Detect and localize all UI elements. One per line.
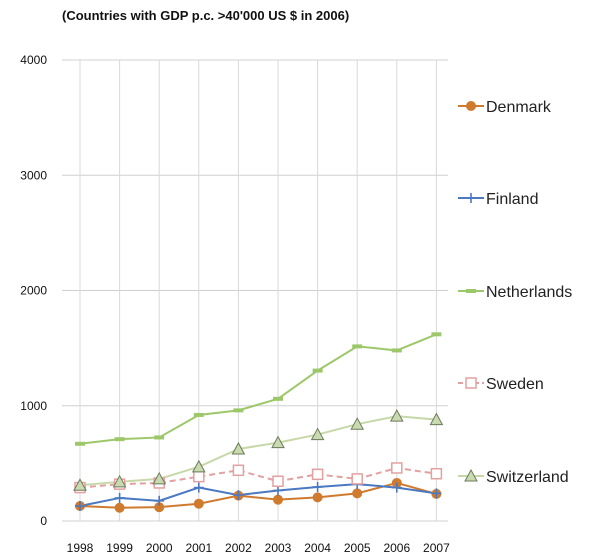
series-line-finland xyxy=(79,483,437,507)
legend-label-finland: Finland xyxy=(486,191,538,208)
data-point-sweden xyxy=(193,470,205,483)
data-point-sweden xyxy=(311,468,324,481)
x-tick-label: 2003 xyxy=(265,541,292,555)
legend-marker-sweden xyxy=(465,377,477,389)
data-point-netherlands xyxy=(431,332,442,337)
x-tick-label: 2007 xyxy=(423,541,450,555)
data-point-finland xyxy=(154,495,165,506)
y-tick-label: 1000 xyxy=(20,399,47,413)
grid xyxy=(62,59,448,522)
data-point-switzerland xyxy=(429,412,444,426)
data-point-switzerland xyxy=(191,459,206,473)
y-tick-label: 4000 xyxy=(20,53,47,67)
data-point-denmark xyxy=(193,498,204,509)
data-point-switzerland xyxy=(350,417,365,430)
data-point-netherlands xyxy=(352,344,363,349)
data-point-switzerland xyxy=(271,435,285,449)
data-point-sweden xyxy=(391,462,403,474)
legend-marker-switzerland xyxy=(464,468,478,482)
data-point-switzerland xyxy=(389,409,404,422)
data-point-finland xyxy=(233,490,244,501)
data-point-finland xyxy=(193,482,204,493)
data-point-sweden xyxy=(430,467,443,480)
legend-label-denmark: Denmark xyxy=(486,99,552,116)
data-point-switzerland xyxy=(112,474,127,488)
series-line-switzerland xyxy=(79,415,437,487)
data-point-denmark xyxy=(352,488,363,499)
data-point-netherlands xyxy=(312,368,323,373)
series-line-netherlands xyxy=(79,333,437,445)
series-line-denmark xyxy=(79,481,437,509)
x-tick-label: 1998 xyxy=(67,541,94,555)
chart-subtitle: (Countries with GDP p.c. >40'000 US $ in… xyxy=(62,8,349,23)
data-point-netherlands xyxy=(114,437,125,442)
x-tick-label: 2004 xyxy=(304,541,331,555)
data-point-denmark xyxy=(154,502,165,513)
y-tick-label: 0 xyxy=(40,514,47,528)
data-point-netherlands xyxy=(75,441,85,446)
y-tick-label: 3000 xyxy=(20,168,47,182)
y-tick-label: 2000 xyxy=(20,284,47,298)
data-point-netherlands xyxy=(193,412,204,417)
data-point-sweden xyxy=(232,464,245,477)
y-axis: 0 1000 2000 3000 4000 xyxy=(20,53,47,528)
data-point-finland xyxy=(391,482,402,493)
data-point-denmark xyxy=(312,492,323,503)
x-tick-label: 2005 xyxy=(344,541,371,555)
x-tick-label: 2006 xyxy=(383,541,410,555)
x-tick-label: 1999 xyxy=(106,541,133,555)
series-line-sweden xyxy=(79,466,437,489)
legend: Denmark Finland Netherlands Sweden Switzerla… xyxy=(458,99,572,486)
data-point-netherlands xyxy=(233,408,244,413)
legend-marker-finland xyxy=(466,193,476,203)
data-point-sweden xyxy=(272,475,284,487)
x-tick-label: 2002 xyxy=(225,541,252,555)
data-point-finland xyxy=(273,485,283,496)
data-point-switzerland xyxy=(152,471,167,485)
data-point-netherlands xyxy=(273,396,283,401)
data-point-switzerland xyxy=(231,441,246,455)
x-tick-label: 2000 xyxy=(146,541,173,555)
series-markers xyxy=(73,332,444,513)
data-point-switzerland xyxy=(310,427,325,441)
data-point-denmark xyxy=(273,494,283,505)
x-axis: 1998 1999 2000 2001 2002 2003 2004 2005 2006 2007 xyxy=(67,541,450,555)
legend-label-switzerland: Switzerland xyxy=(486,469,569,486)
legend-label-sweden: Sweden xyxy=(486,376,544,393)
x-tick-label: 2001 xyxy=(185,541,212,555)
data-point-finland xyxy=(75,501,85,512)
legend-marker-netherlands xyxy=(466,289,476,293)
legend-label-netherlands: Netherlands xyxy=(486,284,572,301)
data-point-netherlands xyxy=(391,348,402,353)
data-point-netherlands xyxy=(154,435,165,440)
data-point-sweden xyxy=(351,473,363,485)
data-point-finland xyxy=(312,482,323,493)
data-point-switzerland xyxy=(73,478,87,491)
series-lines xyxy=(79,333,437,509)
legend-marker-denmark xyxy=(466,101,476,111)
data-point-finland xyxy=(114,492,125,503)
data-point-denmark xyxy=(114,502,125,513)
data-point-finland xyxy=(431,488,442,499)
